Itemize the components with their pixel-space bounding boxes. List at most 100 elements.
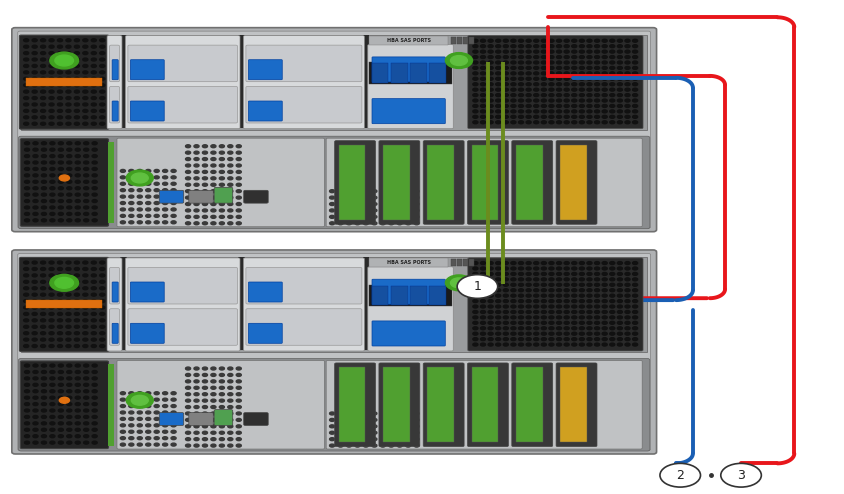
Circle shape [91, 39, 96, 41]
Circle shape [480, 39, 485, 42]
Circle shape [518, 267, 523, 270]
Circle shape [33, 200, 38, 203]
Circle shape [219, 438, 225, 441]
Circle shape [211, 215, 216, 218]
Circle shape [632, 55, 637, 58]
Circle shape [24, 299, 29, 302]
Circle shape [556, 115, 561, 119]
Circle shape [488, 278, 493, 281]
Circle shape [131, 395, 148, 405]
Circle shape [24, 193, 30, 196]
Circle shape [170, 189, 176, 192]
Circle shape [405, 203, 410, 206]
Circle shape [128, 195, 133, 198]
Circle shape [32, 267, 37, 270]
Circle shape [571, 310, 576, 313]
Circle shape [24, 180, 30, 183]
Circle shape [162, 169, 167, 172]
Circle shape [541, 288, 546, 291]
Circle shape [632, 261, 637, 264]
Circle shape [228, 393, 233, 396]
Circle shape [480, 332, 485, 335]
Circle shape [32, 83, 37, 87]
Circle shape [602, 288, 607, 291]
Circle shape [84, 180, 89, 183]
Circle shape [203, 444, 208, 447]
Circle shape [564, 104, 569, 108]
Circle shape [170, 195, 176, 198]
Circle shape [503, 332, 508, 335]
Circle shape [186, 444, 191, 447]
Circle shape [66, 103, 71, 106]
Circle shape [66, 90, 71, 93]
Circle shape [571, 99, 576, 102]
Circle shape [587, 115, 592, 119]
Circle shape [24, 274, 29, 277]
FancyBboxPatch shape [130, 60, 164, 80]
Circle shape [83, 51, 88, 54]
Circle shape [609, 316, 614, 319]
Circle shape [473, 288, 478, 291]
Circle shape [556, 39, 561, 42]
Circle shape [625, 283, 630, 286]
Circle shape [236, 425, 241, 428]
Circle shape [50, 441, 55, 444]
Circle shape [91, 332, 96, 335]
Circle shape [602, 88, 607, 91]
Circle shape [380, 209, 385, 212]
Circle shape [594, 338, 599, 341]
Circle shape [533, 50, 538, 53]
Circle shape [100, 293, 105, 296]
Circle shape [518, 283, 523, 286]
Circle shape [100, 274, 105, 277]
Circle shape [503, 121, 508, 124]
Circle shape [228, 406, 233, 409]
Circle shape [24, 428, 30, 431]
Circle shape [154, 424, 159, 427]
Circle shape [59, 175, 69, 181]
Circle shape [473, 66, 478, 70]
Circle shape [625, 88, 630, 91]
Circle shape [503, 115, 508, 119]
Circle shape [137, 221, 142, 224]
Circle shape [120, 214, 125, 217]
Circle shape [564, 66, 569, 70]
Circle shape [526, 294, 531, 297]
Circle shape [84, 415, 89, 418]
FancyBboxPatch shape [19, 257, 109, 352]
Circle shape [194, 203, 199, 206]
Circle shape [120, 195, 125, 198]
Circle shape [100, 77, 105, 80]
Circle shape [24, 39, 29, 41]
Circle shape [495, 299, 500, 302]
Circle shape [625, 305, 630, 308]
Circle shape [518, 288, 523, 291]
Circle shape [58, 142, 63, 145]
Circle shape [556, 104, 561, 108]
Circle shape [414, 215, 419, 218]
Circle shape [58, 370, 63, 373]
Circle shape [594, 39, 599, 42]
Circle shape [473, 272, 478, 275]
Circle shape [632, 77, 637, 80]
Circle shape [587, 110, 592, 113]
Circle shape [186, 190, 191, 193]
Circle shape [541, 104, 546, 108]
Circle shape [32, 338, 37, 341]
Circle shape [33, 422, 38, 425]
Circle shape [84, 422, 89, 425]
Circle shape [83, 58, 88, 61]
Circle shape [518, 72, 523, 75]
Circle shape [495, 50, 500, 53]
Circle shape [405, 438, 410, 441]
Circle shape [32, 306, 37, 309]
Circle shape [41, 299, 46, 302]
Circle shape [49, 287, 54, 289]
Circle shape [84, 403, 89, 406]
Circle shape [625, 55, 630, 58]
FancyBboxPatch shape [334, 363, 375, 447]
Circle shape [488, 66, 493, 70]
Circle shape [228, 399, 233, 402]
Circle shape [219, 444, 225, 447]
Circle shape [587, 72, 592, 75]
